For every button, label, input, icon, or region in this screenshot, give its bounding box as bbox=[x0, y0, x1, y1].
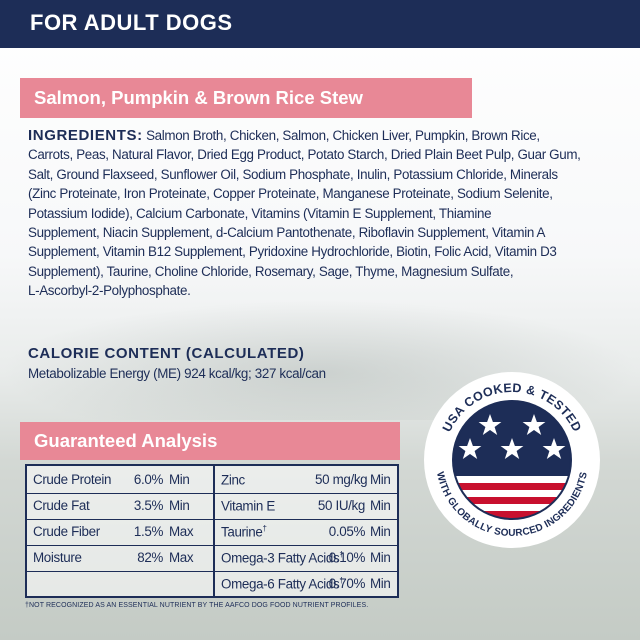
row-divider bbox=[215, 493, 397, 494]
row-divider bbox=[215, 545, 397, 546]
nutrient-name: Crude Protein bbox=[33, 472, 112, 487]
ingredients-line: Potassium Iodide), Calcium Carbonate, Vi… bbox=[28, 205, 492, 221]
nutrient-name: Crude Fiber bbox=[33, 524, 100, 539]
row-divider bbox=[27, 493, 213, 494]
nutrient-unit: Max bbox=[169, 524, 194, 539]
nutrient-name: Omega-6 Fatty Acids† bbox=[221, 576, 344, 592]
analysis-title-bar: Guaranteed Analysis bbox=[20, 422, 400, 460]
nutrient-unit: Min bbox=[370, 576, 391, 591]
table-row: Crude Fiber 1.5% Max bbox=[27, 522, 213, 542]
nutrient-value: 50 IU/kg bbox=[317, 498, 365, 513]
table-row: Omega-6 Fatty Acids† 0.70% Min bbox=[215, 574, 397, 594]
nutrient-unit: Min bbox=[370, 524, 391, 539]
footnote: †NOT RECOGNIZED AS AN ESSENTIAL NUTRIENT… bbox=[25, 602, 369, 609]
nutrient-name: Taurine† bbox=[221, 524, 267, 540]
row-divider bbox=[27, 545, 213, 546]
calorie-heading: CALORIE CONTENT (CALCULATED) bbox=[28, 345, 305, 362]
nutrient-value: 82% bbox=[137, 550, 163, 565]
nutrient-name: Omega-3 Fatty Acids† bbox=[221, 550, 344, 566]
nutrient-unit: Min bbox=[370, 550, 391, 565]
ingredients-block: INGREDIENTS: Salmon Broth, Chicken, Salm… bbox=[28, 126, 620, 301]
nutrient-name: Vitamin E bbox=[221, 498, 275, 514]
nutrient-unit: Min bbox=[169, 472, 190, 487]
table-row: Omega-3 Fatty Acids† 0.10% Min bbox=[215, 548, 397, 568]
ingredients-line: Carrots, Peas, Natural Flavor, Dried Egg… bbox=[28, 147, 581, 163]
nutrient-value: 1.5% bbox=[133, 524, 163, 539]
row-divider bbox=[215, 571, 397, 572]
table-divider bbox=[213, 466, 215, 596]
table-row: Vitamin E 50 IU/kg Min bbox=[215, 496, 397, 516]
ingredients-heading: INGREDIENTS: bbox=[28, 127, 143, 144]
row-divider bbox=[215, 519, 397, 520]
ingredients-line: Supplement, Niacin Supplement, d-Calcium… bbox=[28, 225, 546, 241]
nutrient-value: 50 mg/kg bbox=[315, 472, 368, 487]
analysis-table: Crude Protein 6.0% Min Crude Fat 3.5% Mi… bbox=[25, 464, 399, 598]
table-row: Taurine† 0.05% Min bbox=[215, 522, 397, 542]
product-name: Salmon, Pumpkin & Brown Rice Stew bbox=[34, 87, 363, 108]
table-row: Crude Protein 6.0% Min bbox=[27, 470, 213, 490]
ingredients-line: Supplement), Taurine, Choline Chloride, … bbox=[28, 263, 514, 279]
nutrient-value: 0.10% bbox=[328, 550, 366, 565]
ingredients-line: Salmon Broth, Chicken, Salmon, Chicken L… bbox=[146, 128, 540, 143]
header-title: FOR ADULT DOGS bbox=[30, 10, 233, 35]
header-bar: FOR ADULT DOGS bbox=[0, 0, 640, 48]
nutrient-name: Zinc bbox=[221, 472, 245, 488]
row-divider bbox=[27, 571, 213, 572]
usa-seal-badge: USA COOKED & TESTED WITH GLOBALLY SOURCE… bbox=[424, 372, 600, 548]
analysis-heading: Guaranteed Analysis bbox=[34, 430, 218, 451]
table-row: Moisture 82% Max bbox=[27, 548, 213, 568]
nutrient-unit: Max bbox=[169, 550, 194, 565]
nutrient-name: Crude Fat bbox=[33, 498, 90, 513]
table-row: Zinc 50 mg/kg Min bbox=[215, 470, 397, 490]
row-divider bbox=[27, 519, 213, 520]
nutrient-unit: Min bbox=[370, 498, 391, 513]
nutrient-unit: Min bbox=[370, 472, 391, 487]
nutrient-name: Moisture bbox=[33, 550, 82, 565]
nutrient-value: 0.05% bbox=[328, 524, 366, 539]
table-row: Crude Fat 3.5% Min bbox=[27, 496, 213, 516]
nutrient-unit: Min bbox=[169, 498, 190, 513]
ingredients-line: L-Ascorbyl-2-Polyphosphate. bbox=[28, 283, 191, 299]
product-title-bar: Salmon, Pumpkin & Brown Rice Stew bbox=[20, 78, 472, 118]
nutrient-value: 6.0% bbox=[133, 472, 163, 487]
nutrient-value: 0.70% bbox=[328, 576, 366, 591]
ingredients-line: Supplement, Vitamin B12 Supplement, Pyri… bbox=[28, 244, 557, 260]
calorie-text: Metabolizable Energy (ME) 924 kcal/kg; 3… bbox=[28, 366, 326, 381]
ingredients-line: (Zinc Proteinate, Iron Proteinate, Coppe… bbox=[28, 186, 553, 202]
nutrient-value: 3.5% bbox=[133, 498, 163, 513]
flag-icon bbox=[454, 402, 570, 518]
ingredients-line: Salt, Ground Flaxseed, Sunflower Oil, So… bbox=[28, 166, 558, 182]
